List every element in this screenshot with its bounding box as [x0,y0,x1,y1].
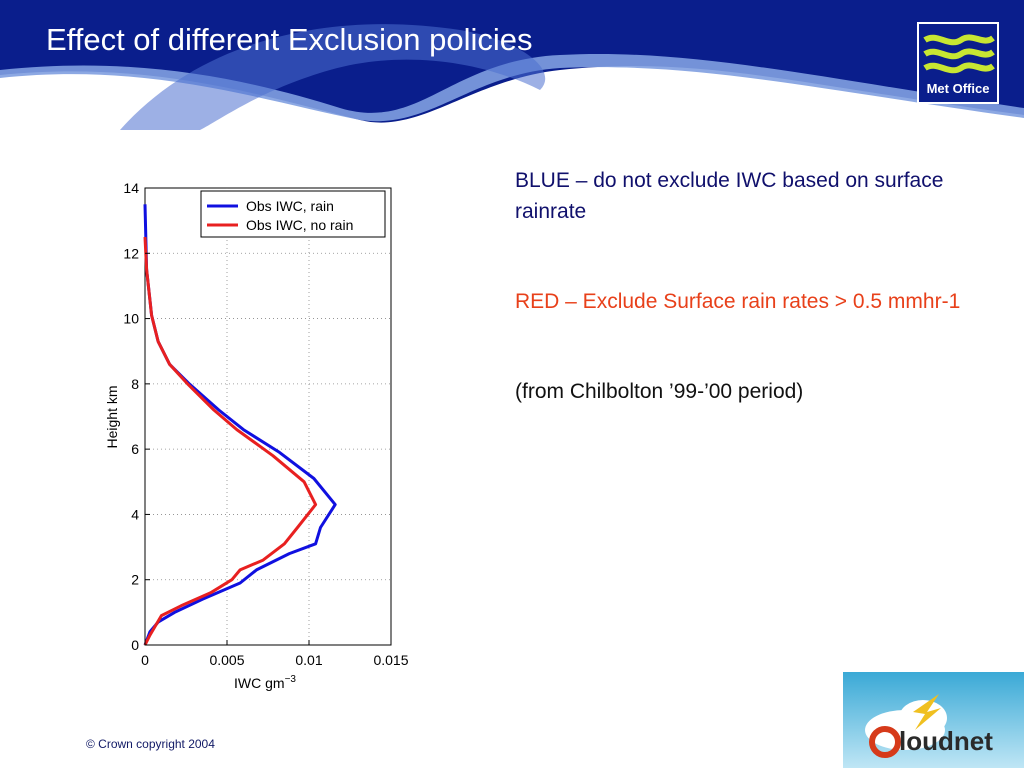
y-axis-label: Height km [104,385,120,448]
legend-box [200,190,386,238]
y-tick-label: 0 [131,637,139,653]
y-tick-label: 2 [131,572,139,588]
x-tick-label: 0 [141,652,149,668]
lightning-icon [913,694,941,730]
cloudnet-c-icon [869,726,901,758]
slide-title: Effect of different Exclusion policies [46,22,533,57]
axis-ticks: 0 0.005 0.01 0.015 0 2 4 6 8 10 12 14 [123,180,408,668]
y-tick-label: 4 [131,506,139,522]
y-tick-label: 12 [123,245,139,261]
y-tick-label: 14 [123,180,139,196]
note-period: (from Chilbolton ’99-’00 period) [515,380,804,403]
note-blue-series: BLUE – do not exclude IWC based on surfa… [515,169,944,223]
y-tick-label: 8 [131,376,139,392]
x-axis-label-main: IWC gm [234,675,285,691]
notes-panel: BLUE – do not exclude IWC based on surfa… [515,165,975,466]
cloudnet-logo: loudnet [843,672,1024,768]
met-office-waves-icon [923,34,995,74]
x-axis-label-superscript: −3 [285,674,297,685]
met-office-logo: Met Office [917,22,999,104]
note-red-series: RED – Exclude Surface rain rates > 0.5 m… [515,290,961,313]
x-tick-label: 0.005 [209,652,244,668]
iwc-height-chart: 0 0.005 0.01 0.015 0 2 4 6 8 10 12 14 Height km IWC… [104,180,409,691]
x-tick-label: 0.015 [373,652,408,668]
legend-label-no-rain: Obs IWC, no rain [246,217,353,233]
series-layer [143,204,337,646]
legend-label-rain: Obs IWC, rain [246,198,334,214]
legend: Obs IWC, rain Obs IWC, no rain [200,190,386,238]
met-office-logo-text: Met Office [926,81,990,96]
x-axis-label: IWC gm−3 [234,674,296,691]
y-tick-label: 10 [123,311,139,327]
x-tick-label: 0.01 [295,652,322,668]
title-banner [0,0,1024,130]
svg-text:loudnet: loudnet [899,726,993,756]
plot-frame [144,187,392,646]
series-line-no-rain [143,236,318,646]
y-tick-label: 6 [131,441,139,457]
copyright-footer: © Crown copyright 2004 [86,737,215,751]
